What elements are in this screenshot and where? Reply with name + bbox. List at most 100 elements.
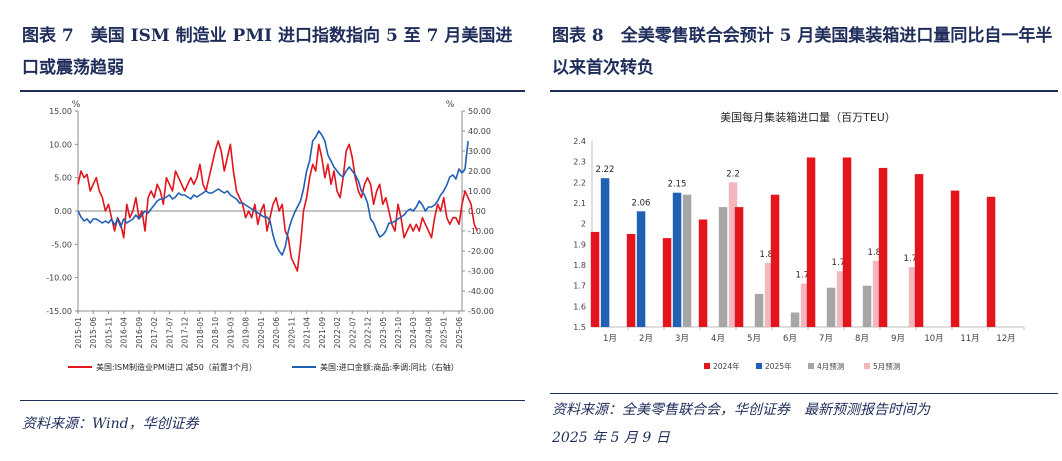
bar-chart: 美国每月集装箱进口量（百万TEU）2.42.32.22.121.91.81.71… — [573, 110, 1025, 371]
right-figure-title: 图表 8 全美零售联合会预计 5 月美国集装箱进口量同比自一年半以来首次转负 — [552, 26, 1053, 78]
x-tick-label: 2017-07 — [165, 317, 174, 349]
bar-apr-forecast — [718, 207, 728, 327]
x-tick-label: 8月 — [855, 334, 869, 344]
bar-may-forecast — [908, 267, 918, 327]
bar-may-forecast — [728, 182, 738, 327]
left-tick-label: 0.00 — [54, 207, 72, 216]
data-label: 2.2 — [726, 169, 740, 179]
x-tick-label: 10月 — [924, 334, 943, 344]
x-tick-label: 7月 — [819, 334, 833, 344]
data-label: 1.82 — [868, 248, 887, 258]
x-tick-label: 2015-01 — [74, 317, 83, 349]
right-tick-label: -10.00 — [468, 227, 494, 236]
right-tick-label: 40.00 — [468, 127, 491, 136]
x-tick-label: 2019-03 — [226, 317, 235, 349]
bar-2024 — [878, 167, 888, 327]
left-source-rule — [20, 400, 525, 401]
legend-imports-label: 美国:进口金额:商品:季调:同比（右轴） — [320, 362, 459, 372]
bar-2024 — [986, 196, 996, 327]
x-tick-label: 11月 — [960, 334, 979, 344]
left-tick-label: 10.00 — [49, 140, 72, 149]
right-tick-label: 30.00 — [468, 147, 491, 156]
x-tick-label: 2021-09 — [318, 317, 327, 349]
x-tick-label: 2025-06 — [455, 317, 464, 349]
x-tick-label: 2016-04 — [120, 317, 129, 349]
data-label: 1.81 — [760, 250, 779, 260]
x-tick-label: 2021-04 — [303, 317, 312, 349]
pmi-import-series-line — [77, 140, 478, 272]
bar-2025 — [636, 211, 646, 327]
legend-label: 2025年 — [765, 361, 792, 371]
left-tick-label: -10.00 — [46, 274, 72, 283]
x-tick-label: 1月 — [603, 334, 617, 344]
legend-label: 4月预测 — [817, 361, 844, 371]
y-tick-label: 1.8 — [573, 261, 586, 270]
x-tick-label: 2023-05 — [379, 317, 388, 349]
x-tick-label: 2022-02 — [333, 317, 342, 349]
x-tick-label: 2016-09 — [135, 317, 144, 349]
bar-2024 — [590, 231, 600, 327]
left-tick-label: -15.00 — [46, 307, 72, 316]
left-panel: 图表 7 美国 ISM 制造业 PMI 进口指数指向 5 至 7 月美国进口或震… — [0, 0, 530, 461]
legend-swatch-0 — [704, 363, 710, 369]
bar-2025 — [600, 178, 610, 327]
data-label: 2.06 — [632, 198, 651, 208]
bar-may-forecast — [836, 271, 846, 327]
bar-2025 — [672, 192, 682, 327]
x-tick-label: 2017-02 — [150, 317, 159, 349]
x-tick-label: 2020-11 — [287, 317, 296, 349]
bar-2024 — [770, 194, 780, 327]
bar-apr-forecast — [754, 293, 764, 327]
legend-pmi-label: 美国:ISM制造业PMI进口 减50（前置3个月） — [96, 362, 257, 372]
x-tick-label: 2015-06 — [89, 317, 98, 349]
bar-2024 — [842, 157, 852, 327]
right-source-line-1: 资料来源：全美零售联合会，华创证券 最新预测报告时间为 — [552, 402, 930, 418]
bar-apr-forecast — [826, 287, 836, 327]
x-tick-label: 2024-03 — [409, 317, 418, 349]
x-tick-label: 2022-12 — [364, 317, 373, 349]
x-tick-label: 2月 — [639, 334, 653, 344]
right-tick-label: -40.00 — [468, 287, 494, 296]
bar-may-forecast — [800, 283, 810, 327]
x-tick-label: 5月 — [747, 334, 761, 344]
x-tick-label: 2018-10 — [211, 317, 220, 349]
x-tick-label: 9月 — [891, 334, 905, 344]
left-source: 资料来源：Wind，华创证券 — [22, 416, 199, 432]
bar-2024 — [806, 157, 816, 327]
y-tick-label: 1.7 — [573, 282, 586, 291]
x-tick-label: 2020-01 — [257, 317, 266, 349]
bar-chart-title: 美国每月集装箱进口量（百万TEU） — [720, 110, 896, 124]
x-tick-label: 6月 — [783, 334, 797, 344]
left-tick-label: 15.00 — [49, 107, 72, 116]
right-tick-label: -50.00 — [468, 307, 494, 316]
y-tick-label: 1.9 — [573, 240, 586, 249]
x-tick-label: 12月 — [996, 334, 1015, 344]
legend-label: 2024年 — [713, 361, 740, 371]
x-tick-label: 2024-08 — [424, 317, 433, 349]
y-tick-label: 2.2 — [573, 178, 586, 187]
y-tick-label: 1.6 — [573, 302, 586, 311]
bar-2024 — [662, 238, 672, 327]
left-tick-label: -5.00 — [51, 240, 72, 249]
x-tick-label: 2023-10 — [394, 317, 403, 349]
x-tick-label: 2018-05 — [196, 317, 205, 349]
legend-swatch-3 — [864, 363, 870, 369]
goods-import-yoy-series-line — [77, 130, 469, 256]
legend-swatch-2 — [808, 363, 814, 369]
bar-2024 — [950, 190, 960, 327]
right-tick-label: 20.00 — [468, 167, 491, 176]
data-label: 1.79 — [904, 254, 923, 264]
x-tick-label: 2022-07 — [348, 317, 357, 349]
right-panel: 图表 8 全美零售联合会预计 5 月美国集装箱进口量同比自一年半以来首次转负 美… — [546, 0, 1062, 461]
x-tick-label: 2020-06 — [272, 317, 281, 349]
x-tick-label: 2019-08 — [242, 317, 251, 349]
left-axis-unit: % — [72, 100, 81, 110]
right-source-line-2: 2025 年 5 月 9 日 — [552, 430, 670, 446]
right-tick-label: 10.00 — [468, 187, 491, 196]
right-source-rule — [550, 393, 1058, 394]
x-tick-label: 2015-11 — [104, 317, 113, 349]
x-tick-label: 2017-12 — [181, 317, 190, 349]
left-tick-label: 5.00 — [54, 174, 72, 183]
y-tick-label: 2.3 — [573, 158, 586, 167]
data-label: 2.22 — [596, 165, 615, 175]
